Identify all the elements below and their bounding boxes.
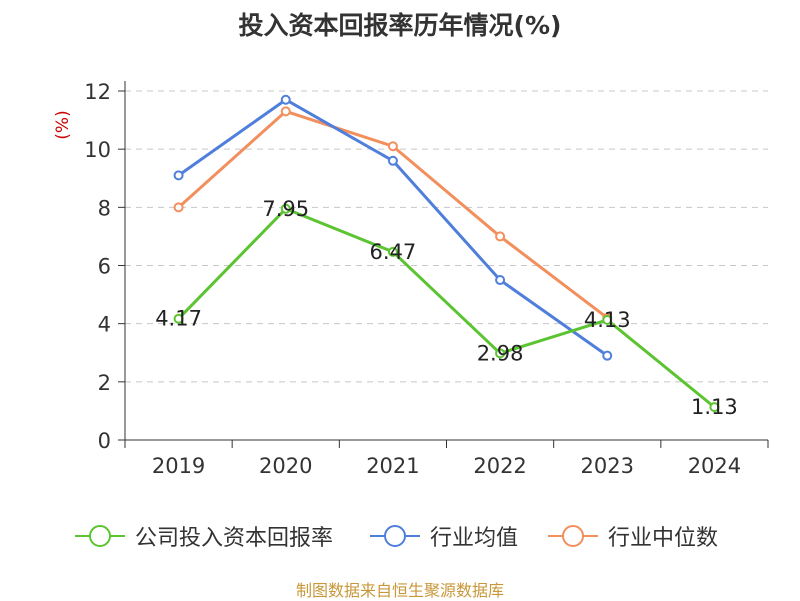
x-tick-label: 2020 — [259, 454, 312, 478]
y-tick-label: 8 — [98, 196, 111, 220]
x-tick-label: 2023 — [581, 454, 634, 478]
data-point-0 — [280, 203, 291, 214]
series-line-0 — [177, 207, 716, 409]
y-tick-label: 0 — [98, 429, 111, 453]
data-point-0 — [709, 402, 720, 413]
footer-source: 制图数据来自恒生聚源数据库 — [295, 581, 504, 600]
legend-item-company[interactable]: 公司投入资本回报率 — [75, 518, 333, 554]
chart-title: 投入资本回报率历年情况(%) — [238, 11, 562, 40]
data-point-1 — [173, 170, 184, 181]
legend-item-industry-median[interactable]: 行业中位数 — [548, 518, 718, 554]
legend-label-company: 公司投入资本回报率 — [135, 526, 334, 551]
y-tick-label: 6 — [98, 255, 111, 279]
data-label: 2.98 — [477, 341, 524, 365]
y-tick-label: 2 — [98, 371, 111, 395]
legend-marker-industry-avg-icon — [370, 525, 420, 547]
legend-label-industry-avg: 行业均值 — [430, 526, 519, 551]
x-tick-label: 2021 — [366, 454, 419, 478]
y-axis-label: (%) — [53, 110, 73, 139]
legend-marker-company-icon — [75, 525, 125, 547]
data-point-1 — [387, 155, 398, 166]
y-tick-label: 10 — [84, 138, 111, 162]
data-point-2 — [280, 106, 291, 117]
y-tick-label: 4 — [98, 313, 111, 337]
x-tick-label: 2019 — [152, 454, 205, 478]
data-label: 4.13 — [584, 308, 631, 332]
data-point-2 — [173, 202, 184, 213]
legend-item-industry-avg[interactable]: 行业均值 — [370, 518, 518, 554]
series-line-1 — [177, 98, 609, 357]
legend-label-industry-median: 行业中位数 — [608, 526, 719, 551]
legend: 公司投入资本回报率 行业均值 行业中位数 — [0, 518, 800, 554]
data-label: 7.95 — [262, 197, 309, 221]
data-point-1 — [280, 94, 291, 105]
data-point-2 — [495, 231, 506, 242]
data-label: 1.13 — [691, 395, 738, 419]
data-point-1 — [495, 275, 506, 286]
x-tick-label: 2022 — [473, 454, 526, 478]
data-point-0 — [173, 313, 184, 324]
data-label: 6.47 — [370, 240, 417, 264]
data-point-1 — [602, 350, 613, 361]
x-tick-label: 2024 — [688, 454, 741, 478]
data-point-0 — [387, 246, 398, 257]
data-point-0 — [602, 314, 613, 325]
y-tick-label: 12 — [84, 80, 111, 104]
data-point-0 — [495, 348, 506, 359]
data-point-2 — [387, 141, 398, 152]
data-label: 4.17 — [155, 307, 202, 331]
legend-marker-industry-median-icon — [548, 525, 598, 547]
